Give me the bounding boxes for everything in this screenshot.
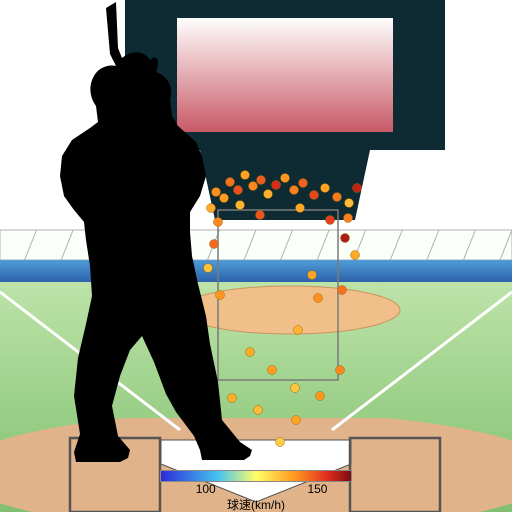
pitch-marker: [333, 193, 342, 202]
pitch-location-chart: { "canvas": { "w": 512, "h": 512 }, "col…: [0, 0, 512, 512]
pitch-marker: [276, 438, 285, 447]
pitch-marker: [268, 366, 277, 375]
pitch-marker: [341, 234, 350, 243]
pitch-marker: [226, 178, 235, 187]
infield-dirt: [180, 286, 400, 334]
pitch-marker: [254, 406, 263, 415]
pitch-marker: [207, 204, 216, 213]
pitch-marker: [345, 199, 354, 208]
pitch-marker: [216, 291, 225, 300]
legend-title: 球速(km/h): [0, 496, 512, 512]
pitch-marker: [236, 201, 245, 210]
pitch-marker: [299, 179, 308, 188]
pitch-marker: [241, 171, 250, 180]
pitch-marker: [310, 191, 319, 200]
pitch-marker: [246, 348, 255, 357]
pitch-marker: [294, 326, 303, 335]
pitch-marker: [308, 271, 317, 280]
scene-svg: [0, 0, 512, 512]
pitch-marker: [321, 184, 330, 193]
pitch-marker: [291, 384, 300, 393]
pitch-marker: [296, 204, 305, 213]
pitch-marker: [338, 286, 347, 295]
pitch-marker: [220, 194, 229, 203]
pitch-marker: [290, 186, 299, 195]
pitch-marker: [210, 240, 219, 249]
pitch-marker: [351, 251, 360, 260]
pitch-marker: [344, 214, 353, 223]
legend-tick: 150: [307, 482, 327, 496]
legend-gradient-bar: [160, 470, 352, 482]
pitch-marker: [257, 176, 266, 185]
pitch-marker: [314, 294, 323, 303]
pitch-marker: [272, 181, 281, 190]
legend-tick: 100: [196, 482, 216, 496]
pitch-marker: [212, 188, 221, 197]
outfield-fence: [0, 260, 512, 282]
pitch-marker: [281, 174, 290, 183]
legend-ticks: 100 150: [161, 482, 351, 496]
pitch-marker: [336, 366, 345, 375]
pitch-marker: [264, 190, 273, 199]
pitch-marker: [326, 216, 335, 225]
scoreboard-screen: [177, 18, 393, 132]
pitch-marker: [316, 392, 325, 401]
pitch-marker: [214, 218, 223, 227]
pitch-marker: [353, 184, 362, 193]
stands: [0, 230, 512, 260]
speed-legend: 100 150 球速(km/h): [0, 468, 512, 512]
pitch-marker: [292, 416, 301, 425]
pitch-marker: [234, 186, 243, 195]
pitch-marker: [256, 211, 265, 220]
pitch-marker: [249, 182, 258, 191]
pitch-marker: [204, 264, 213, 273]
pitch-marker: [228, 394, 237, 403]
